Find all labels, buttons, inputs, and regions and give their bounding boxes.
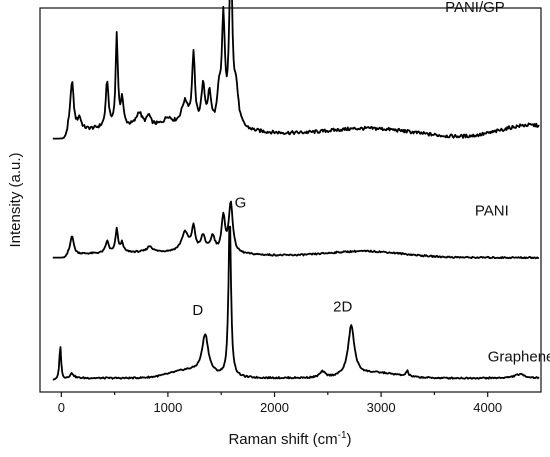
peak-label-d: D <box>192 302 203 319</box>
series-label-graphene: Graphene <box>488 348 550 365</box>
x-tick-label: 1000 <box>153 400 182 415</box>
x-axis-label-sup: -1 <box>338 430 347 441</box>
peak-label-2d: 2D <box>333 298 352 315</box>
y-axis-label: Intensity (a.u.) <box>7 152 24 247</box>
series-label-pani-gp: PANI/GP <box>445 0 505 16</box>
x-axis-label: Raman shift (cm-1) <box>228 430 351 448</box>
plot-frame <box>39 7 542 393</box>
series-labels: PANI/GP PANI Graphene <box>445 0 550 365</box>
x-tick-label: 3000 <box>367 400 396 415</box>
x-tick-label: 2000 <box>260 400 289 415</box>
x-tick-label: 4000 <box>473 400 502 415</box>
x-axis-ticks: 0 1000 2000 3000 4000 <box>58 392 502 415</box>
series-line-graphene <box>52 225 540 381</box>
series-line-pani-gp <box>52 0 540 140</box>
series-lines <box>52 0 540 381</box>
series-label-pani: PANI <box>475 202 509 219</box>
series-line-pani <box>52 200 540 260</box>
peak-annotations: D G 2D <box>192 195 352 320</box>
x-tick-label: 0 <box>58 400 65 415</box>
peak-label-g: G <box>235 195 247 212</box>
